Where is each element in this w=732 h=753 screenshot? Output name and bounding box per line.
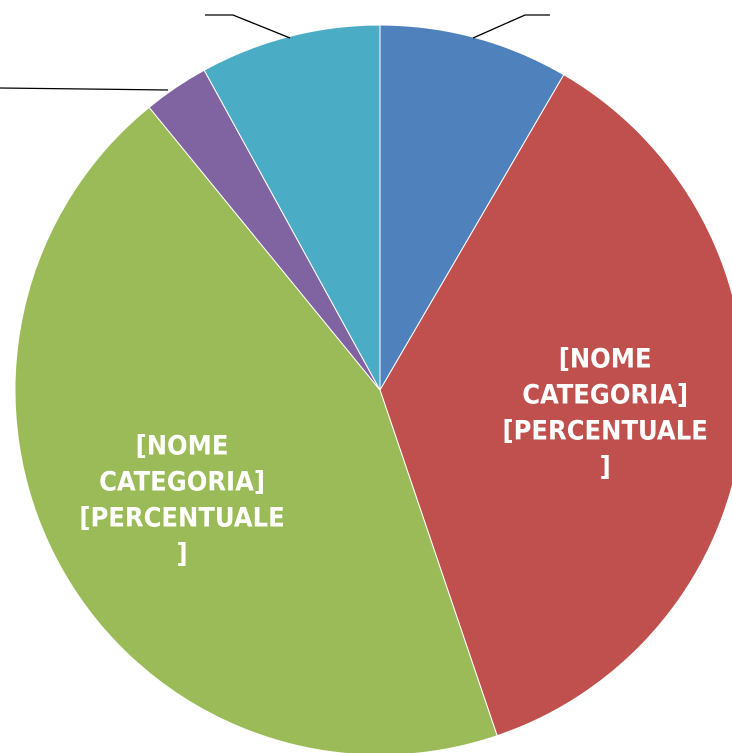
pie-slice (379, 73, 732, 737)
slices (14, 24, 732, 753)
leader-line (472, 14, 550, 39)
pie-slice (203, 24, 381, 391)
pie-slice (14, 106, 498, 753)
data-label: [NOME CATEGORIA] [PERCENTUALE] (503, 344, 708, 483)
labels: [NOME CATEGORIA] [PERCENTUALE] [NOME CATEGOR… (79, 344, 707, 570)
leader-line (205, 14, 291, 39)
leader-line (0, 87, 169, 91)
data-label: [NOME CATEGORIA] [PERCENTUALE] (79, 431, 284, 570)
